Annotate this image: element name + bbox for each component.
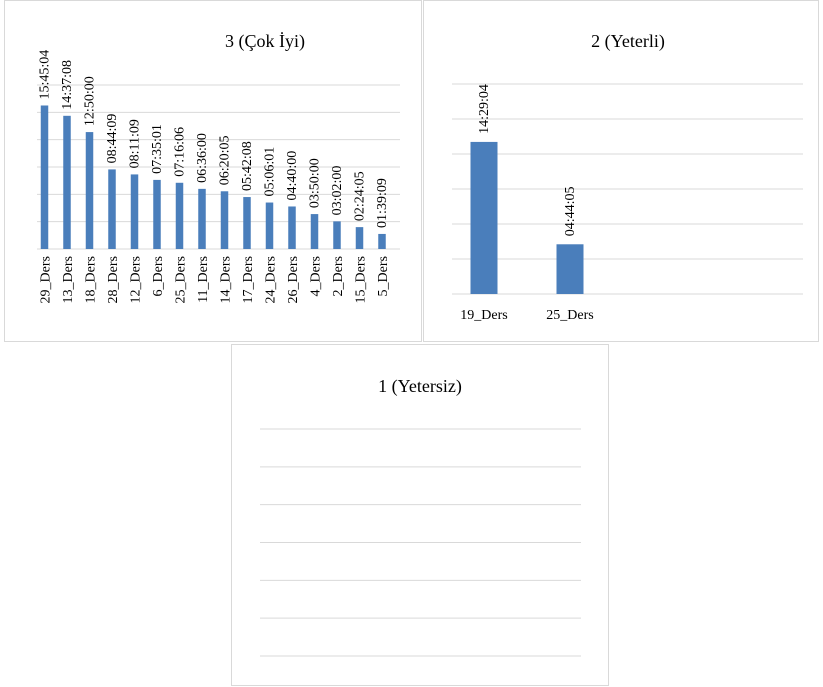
bar-17_Ders [243,197,251,249]
bar-18_Ders [85,132,94,249]
chart-panel-cok-iyi: 3 (Çok İyi) 15:45:04 14:37:08 12:50:00 08:4… [4,0,422,342]
chart-panel-yetersiz: 1 (Yetersiz) [231,344,609,686]
bar-15_Ders [355,227,364,249]
data-label: 04:44:05 [563,187,578,237]
chart-panel-yeterli: 2 (Yeterli) 14:29:04 04:44:05 19_Ders 25_D… [423,0,819,342]
bar-4_Ders [310,214,319,249]
bar-25_Ders [556,244,584,294]
category-label: 11_Ders [196,256,211,303]
category-label: 6_Ders [151,256,166,296]
data-label: 14:29:04 [477,84,492,134]
data-label: 02:24:05 [353,171,368,221]
bar-12_Ders [130,174,139,249]
bar-26_Ders [288,206,296,249]
chart-title: 1 (Yetersiz) [378,376,462,397]
category-label: 14_Ders [219,256,234,303]
bar-5_Ders [378,233,386,249]
data-label: 06:36:00 [195,133,210,183]
bar-13_Ders [63,115,71,250]
data-label: 14:37:08 [60,60,75,110]
data-label: 03:50:00 [308,158,323,208]
category-label: 15_Ders [354,256,369,303]
category-label: 12_Ders [129,256,144,303]
data-label: 04:40:00 [285,151,300,201]
bar-19_Ders [470,141,498,294]
data-label: 05:42:08 [240,141,255,191]
data-label: 08:11:09 [128,119,143,168]
category-label: 17_Ders [241,256,256,303]
data-label: 07:16:06 [173,127,188,177]
bar-14_Ders [220,191,229,249]
category-label: 13_Ders [61,256,76,303]
data-label: 12:50:00 [83,76,98,126]
chart-yeterli: 2 (Yeterli) 14:29:04 04:44:05 19_Ders 25_D… [452,31,803,323]
bar-2_Ders [333,221,341,249]
bar-25_Ders [175,182,184,249]
bar-6_Ders [153,179,161,249]
category-label: 5_Ders [376,256,391,296]
bar-29_Ders [40,105,49,249]
category-label: 4_Ders [309,256,324,296]
data-label: 07:35:01 [150,124,165,174]
category-label: 26_Ders [286,256,301,303]
chart-title: 3 (Çok İyi) [225,31,305,52]
category-label: 19_Ders [460,308,507,323]
data-label: 15:45:04 [38,50,53,100]
bar-28_Ders [108,169,116,249]
data-label: 03:02:00 [330,166,345,216]
chart-yetersiz: 1 (Yetersiz) [260,376,581,657]
category-label: 18_Ders [84,256,99,303]
data-label: 05:06:01 [263,147,278,197]
data-label: 08:44:09 [105,114,120,164]
category-label: 2_Ders [331,256,346,296]
data-label: 06:20:05 [218,135,233,185]
category-label: 25_Ders [174,256,189,303]
category-label: 25_Ders [546,308,593,323]
category-label: 24_Ders [264,256,279,303]
category-label: 29_Ders [39,256,54,303]
category-label: 28_Ders [106,256,121,303]
bar-24_Ders [265,202,274,249]
data-label: 01:39:09 [375,178,390,228]
bar-11_Ders [198,188,206,249]
chart-title: 2 (Yeterli) [591,31,665,52]
chart-cok-iyi: 3 (Çok İyi) 15:45:04 14:37:08 12:50:00 08:4… [37,31,400,303]
